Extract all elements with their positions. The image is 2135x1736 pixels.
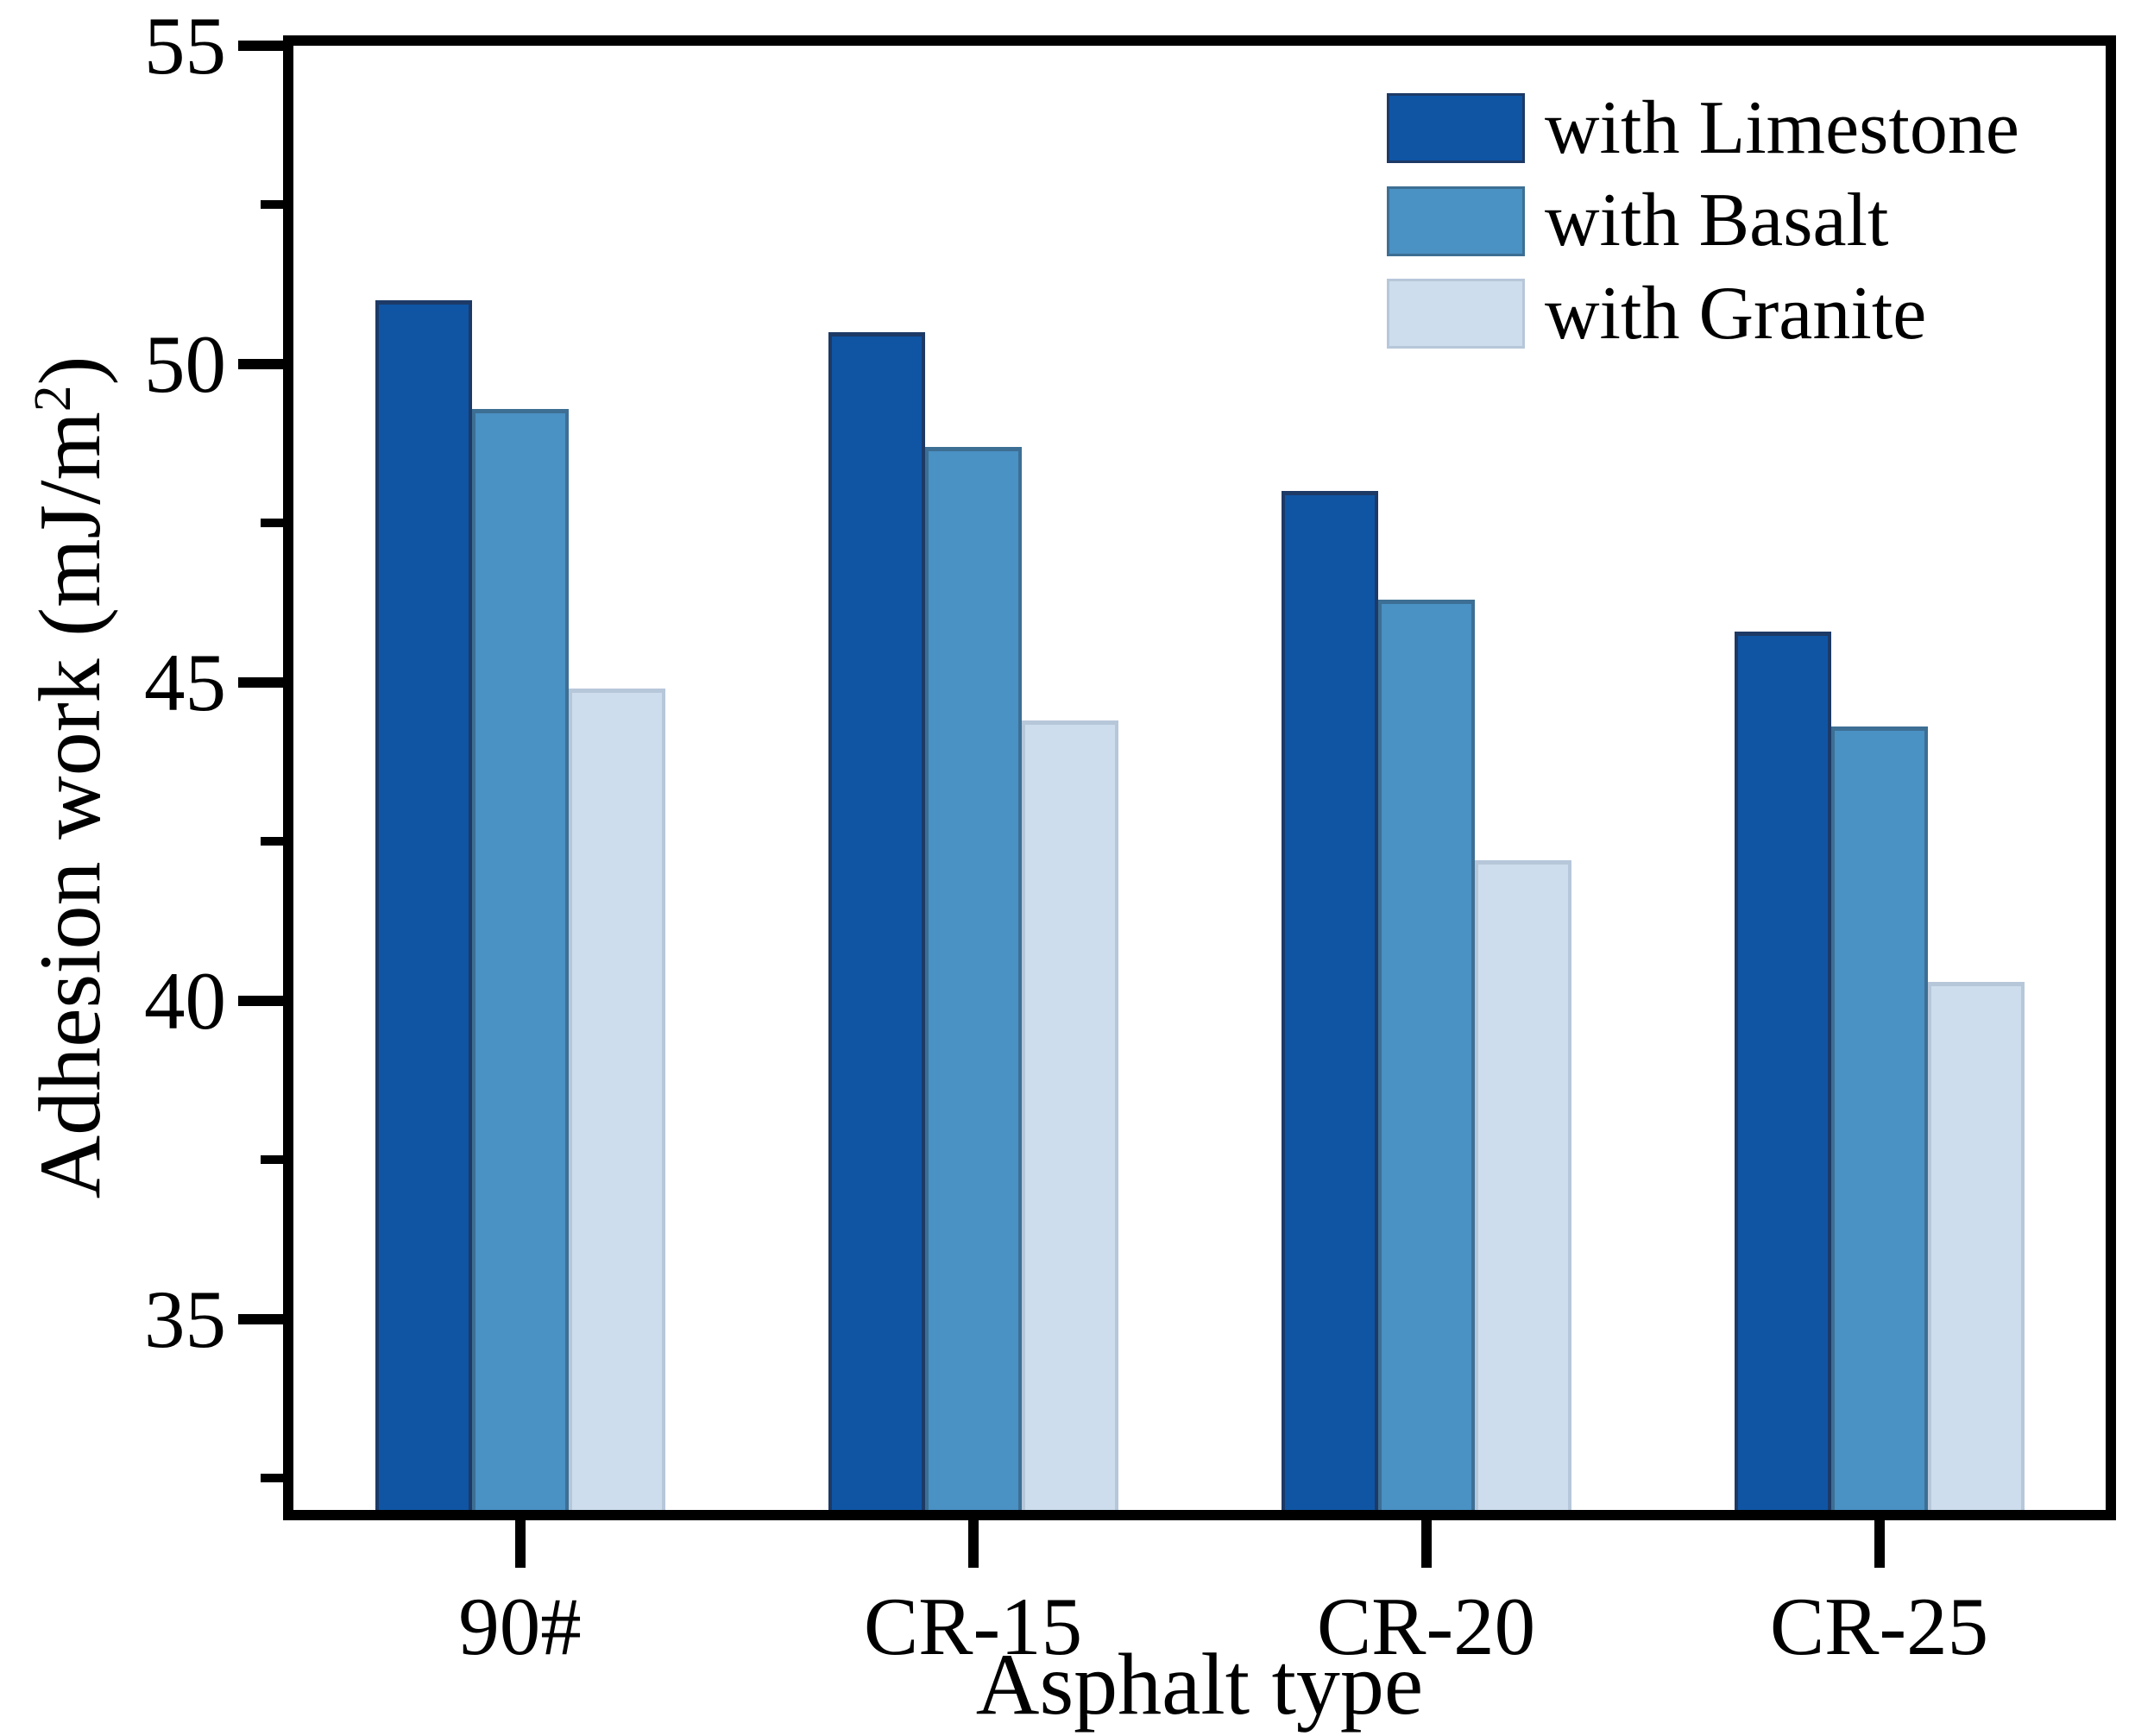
y-minor-tick-42.5 — [261, 837, 283, 846]
y-major-tick-45 — [238, 676, 283, 688]
bar-with-limestone-cr-15 — [828, 332, 925, 1510]
y-tick-label-50: 50 — [144, 318, 226, 410]
legend-label-with-granite: with Granite — [1545, 271, 1927, 355]
x-tick-cr-25 — [1874, 1520, 1885, 1568]
y-major-tick-50 — [238, 358, 283, 369]
y-major-tick-35 — [238, 1313, 283, 1324]
bar-with-basalt-90 — [471, 409, 569, 1510]
bar-with-basalt-cr-15 — [924, 447, 1022, 1510]
legend-swatch-with-basalt — [1387, 186, 1525, 256]
bar-with-basalt-cr-20 — [1377, 600, 1475, 1510]
bar-group-90 — [375, 300, 665, 1510]
x-tick-label-90: 90# — [458, 1581, 582, 1672]
x-tick-cr-15 — [967, 1520, 979, 1568]
y-tick-label-35: 35 — [144, 1273, 226, 1365]
y-title-main: Adhesion work (mJ/m — [22, 412, 119, 1199]
y-minor-tick-47.5 — [261, 519, 283, 528]
bar-with-limestone-cr-25 — [1734, 632, 1831, 1510]
y-axis-title-text: Adhesion work (mJ/m2) — [22, 356, 119, 1199]
x-axis-title: Asphalt type — [975, 1636, 1424, 1733]
bar-with-granite-cr-15 — [1021, 720, 1118, 1510]
legend-swatch-with-limestone — [1387, 93, 1525, 163]
y-major-tick-55 — [238, 41, 283, 51]
x-tick-label-cr-15: CR-15 — [863, 1581, 1083, 1672]
legend-entry-with-basalt: with Basalt — [1387, 179, 1889, 262]
y-tick-label-40: 40 — [144, 954, 226, 1047]
x-tick-90 — [514, 1520, 526, 1568]
y-tick-label-55: 55 — [144, 0, 226, 91]
legend-swatch-with-granite — [1387, 279, 1525, 349]
bar-with-basalt-cr-25 — [1830, 726, 1928, 1510]
y-tick-label-45: 45 — [144, 636, 226, 728]
bar-with-limestone-90 — [375, 300, 472, 1510]
y-minor-tick-32.5 — [261, 1474, 283, 1483]
y-minor-tick-37.5 — [261, 1155, 283, 1165]
y-minor-tick-52.5 — [261, 200, 283, 210]
legend-entry-with-limestone: with Limestone — [1387, 90, 2019, 166]
y-major-tick-40 — [238, 995, 283, 1006]
x-tick-label-cr-25: CR-25 — [1769, 1581, 1989, 1672]
legend-label-with-basalt: with Basalt — [1545, 179, 1889, 262]
bar-group-cr-20 — [1281, 491, 1571, 1510]
bar-group-cr-15 — [828, 332, 1118, 1510]
bar-with-granite-cr-20 — [1474, 860, 1571, 1510]
bar-group-cr-25 — [1734, 632, 2025, 1510]
legend-entry-with-granite: with Granite — [1387, 271, 1927, 355]
x-tick-cr-20 — [1420, 1520, 1432, 1568]
bar-with-granite-cr-25 — [1927, 982, 2025, 1510]
x-tick-label-cr-20: CR-20 — [1316, 1581, 1536, 1672]
bar-with-limestone-cr-20 — [1281, 491, 1378, 1510]
plot-area — [283, 35, 2116, 1520]
bar-with-granite-90 — [568, 689, 665, 1510]
legend-label-with-limestone: with Limestone — [1545, 85, 2019, 170]
